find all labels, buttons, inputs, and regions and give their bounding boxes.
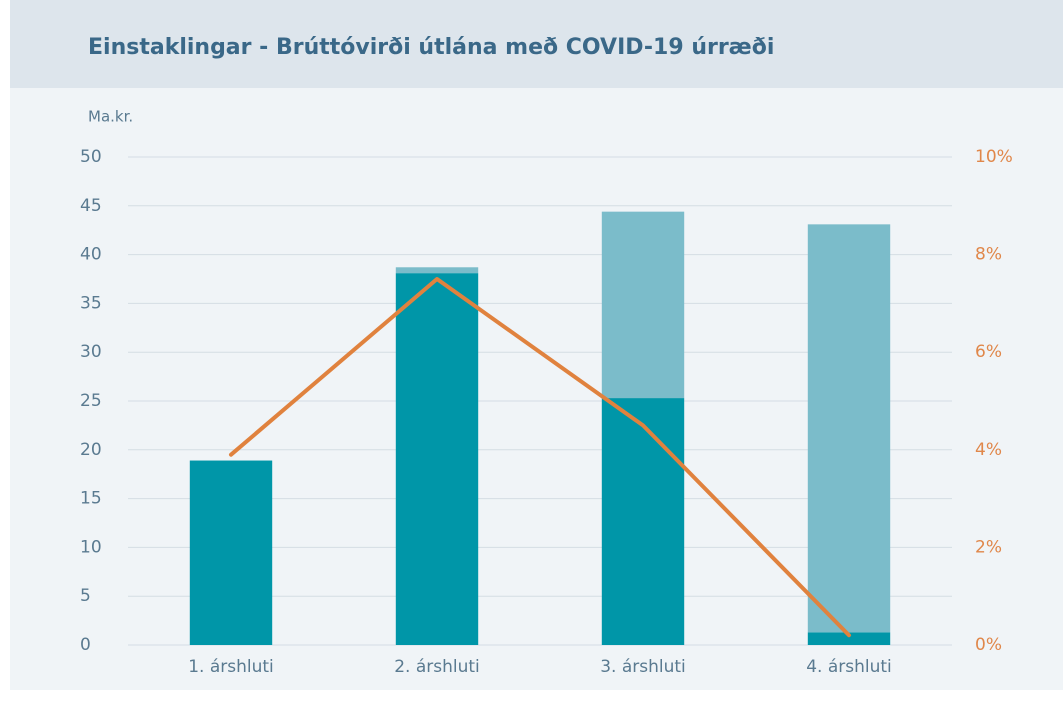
y2-tick-label: 4% (975, 440, 1002, 460)
line-series (229, 277, 851, 638)
y-tick-label: 40 (80, 245, 102, 265)
y2-tick-label: 6% (975, 342, 1002, 362)
x-tick-label: 1. árshluti (188, 657, 274, 677)
header (10, 0, 1063, 88)
x-tick-label: 2. árshluti (394, 657, 480, 677)
y-tick-label: 5 (80, 586, 91, 606)
y-tick-label: 50 (80, 147, 102, 167)
bar-segment (807, 224, 891, 633)
y-tick-label: 45 (80, 196, 102, 216)
y2-tick-label: 8% (975, 245, 1002, 265)
y-tick-label: 30 (80, 342, 102, 362)
y2-tick-label: 10% (975, 147, 1013, 167)
y-tick-label: 20 (80, 440, 102, 460)
x-tick-label: 4. árshluti (806, 657, 892, 677)
y-tick-label: 15 (80, 489, 102, 509)
bar-segment (807, 632, 891, 645)
y-tick-label: 35 (80, 293, 102, 313)
y-tick-label: 10 (80, 537, 102, 557)
y-axis-label: Ma.kr. (88, 108, 133, 126)
bar-segment (601, 398, 685, 645)
x-tick-label: 3. árshluti (600, 657, 686, 677)
background (10, 0, 1063, 690)
bar-segment (189, 460, 273, 645)
chart-title: Einstaklingar - Brúttóvirði útlána með C… (88, 35, 774, 60)
y2-tick-label: 0% (975, 635, 1002, 655)
y2-tick-label: 2% (975, 537, 1002, 557)
y-tick-label: 0 (80, 635, 91, 655)
bar-segment (601, 211, 685, 399)
bar-segment (395, 267, 479, 274)
y-tick-label: 25 (80, 391, 102, 411)
bar-segment (395, 273, 479, 645)
